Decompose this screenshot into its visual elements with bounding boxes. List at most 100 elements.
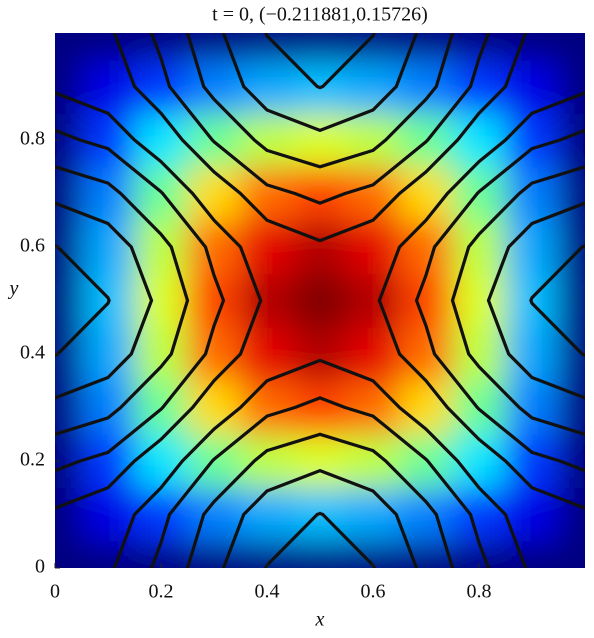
x-tick-label: 0.6 bbox=[361, 581, 386, 603]
heat-cell bbox=[293, 113, 347, 168]
heat-cell bbox=[505, 113, 559, 168]
heat-cell bbox=[81, 327, 135, 382]
heat-cell bbox=[187, 380, 241, 435]
heat-cell bbox=[293, 273, 347, 328]
heat-cell bbox=[187, 59, 241, 114]
heat-cell bbox=[187, 541, 241, 568]
contour-line bbox=[221, 33, 419, 568]
heat-cell bbox=[293, 380, 347, 435]
contour-line bbox=[264, 33, 376, 568]
chart-title: t = 0, (−0.211881,0.15726) bbox=[212, 4, 428, 26]
heat-cell bbox=[558, 113, 585, 168]
heat-cell bbox=[55, 487, 82, 542]
heat-cell bbox=[81, 33, 135, 61]
heat-cell bbox=[399, 220, 453, 275]
heat-cell bbox=[558, 487, 585, 542]
heat-cell bbox=[452, 33, 506, 61]
heat-cell bbox=[399, 541, 453, 568]
heat-cell bbox=[452, 487, 506, 542]
heat-cell bbox=[55, 59, 82, 114]
heat-cell bbox=[134, 59, 188, 114]
heat-cell bbox=[505, 327, 559, 382]
heat-cell bbox=[187, 327, 241, 382]
heat-cell bbox=[187, 487, 241, 542]
contour-line bbox=[55, 91, 585, 510]
contour-line bbox=[185, 33, 455, 568]
contour-lines bbox=[55, 33, 585, 568]
heat-cell bbox=[505, 220, 559, 275]
heat-cell bbox=[505, 487, 559, 542]
heat-cell bbox=[293, 220, 347, 275]
contour-line bbox=[55, 244, 585, 357]
y-tick-label: 0.8 bbox=[20, 128, 45, 150]
heat-cell bbox=[55, 541, 82, 568]
heat-cell bbox=[240, 166, 294, 221]
heat-cell bbox=[81, 541, 135, 568]
y-tick-label: 0.6 bbox=[20, 235, 45, 257]
heat-cell bbox=[505, 166, 559, 221]
heat-cell bbox=[187, 273, 241, 328]
heat-cell bbox=[240, 113, 294, 168]
y-tick-label: 0.4 bbox=[20, 342, 45, 364]
heat-cell bbox=[134, 434, 188, 489]
heat-cell bbox=[240, 380, 294, 435]
heat-cell bbox=[346, 380, 400, 435]
heat-cell bbox=[187, 220, 241, 275]
contour-line bbox=[112, 33, 528, 568]
x-tick-label: 0.8 bbox=[467, 581, 492, 603]
y-tick-label: 0 bbox=[35, 556, 45, 578]
heat-cell bbox=[293, 327, 347, 382]
heat-cell bbox=[293, 166, 347, 221]
y-axis-label: y bbox=[8, 278, 19, 300]
heat-cell bbox=[81, 434, 135, 489]
heat-cell bbox=[505, 33, 559, 61]
heat-cell bbox=[452, 434, 506, 489]
heat-cell bbox=[505, 380, 559, 435]
heat-cell bbox=[240, 59, 294, 114]
y-tick-label: 0.2 bbox=[20, 449, 45, 471]
x-tick-label: 0.4 bbox=[255, 581, 280, 603]
heat-cell bbox=[81, 166, 135, 221]
heat-cell bbox=[399, 380, 453, 435]
heat-cell bbox=[399, 273, 453, 328]
heat-cell bbox=[134, 113, 188, 168]
heat-cell bbox=[399, 327, 453, 382]
heat-cell bbox=[452, 220, 506, 275]
heat-cell bbox=[346, 327, 400, 382]
heat-cell bbox=[558, 273, 585, 328]
x-tick-label: 0 bbox=[50, 581, 60, 603]
heat-cell bbox=[399, 166, 453, 221]
heat-cell bbox=[134, 487, 188, 542]
heat-cell bbox=[346, 59, 400, 114]
heat-cell bbox=[505, 434, 559, 489]
heat-cell bbox=[293, 33, 347, 61]
heat-cell bbox=[452, 327, 506, 382]
heat-cell bbox=[240, 220, 294, 275]
x-axis-label: x bbox=[315, 609, 325, 631]
heat-cell bbox=[55, 273, 82, 328]
heat-cell bbox=[399, 487, 453, 542]
heat-cell bbox=[346, 273, 400, 328]
heat-cell bbox=[293, 434, 347, 489]
heat-cell bbox=[55, 166, 82, 221]
contour-line bbox=[55, 201, 585, 400]
heat-cell bbox=[399, 59, 453, 114]
heat-cell bbox=[558, 33, 585, 61]
heat-cell bbox=[134, 273, 188, 328]
heat-cell bbox=[346, 434, 400, 489]
contour-line bbox=[55, 128, 585, 473]
heat-cell bbox=[346, 166, 400, 221]
heat-cell bbox=[240, 434, 294, 489]
heat-cell bbox=[346, 113, 400, 168]
heat-cell bbox=[81, 59, 135, 114]
contour-line bbox=[149, 33, 491, 568]
heat-cell bbox=[452, 113, 506, 168]
heat-cell bbox=[558, 59, 585, 114]
x-tick-label: 0.2 bbox=[149, 581, 174, 603]
heat-cell bbox=[187, 166, 241, 221]
heat-cell bbox=[452, 273, 506, 328]
heat-cell bbox=[452, 59, 506, 114]
heat-cell bbox=[346, 487, 400, 542]
